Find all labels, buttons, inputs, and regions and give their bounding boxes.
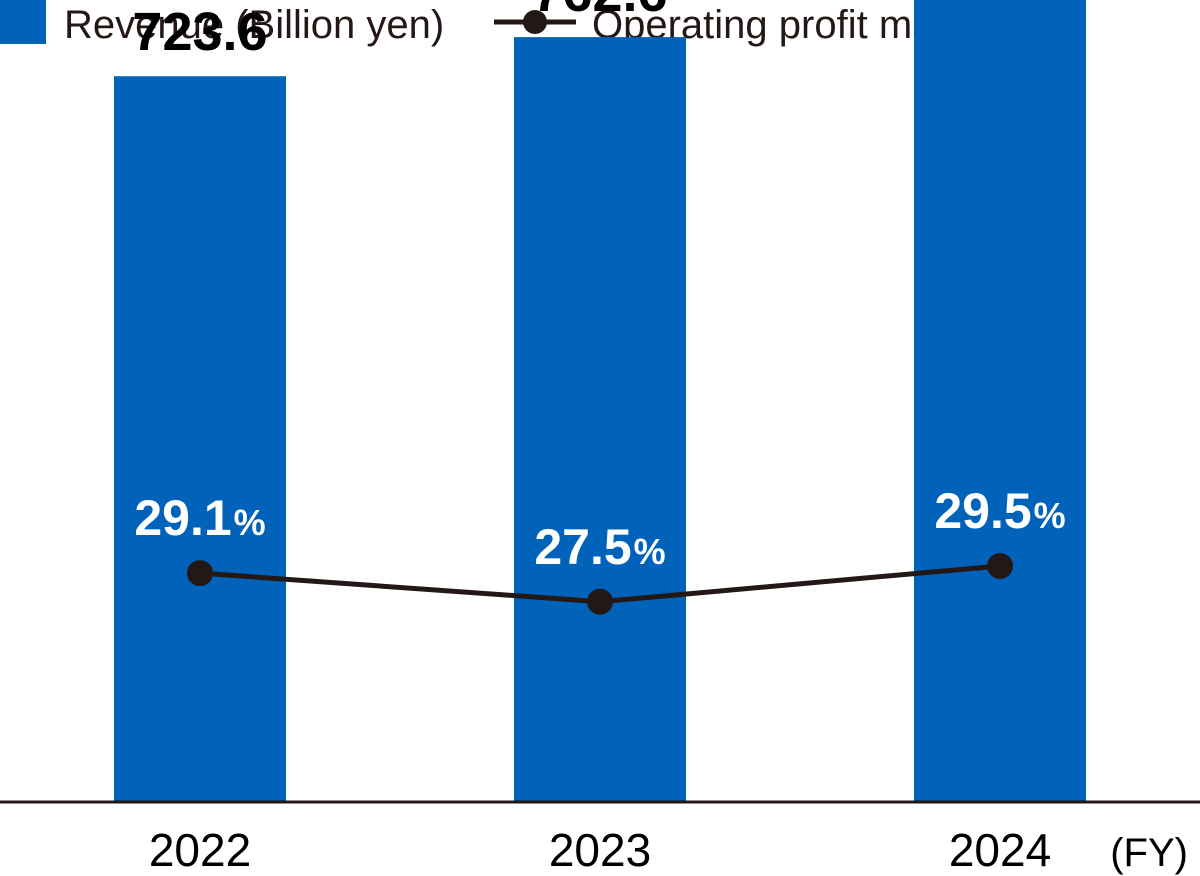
x-tick-label-2024: 2024 <box>949 824 1051 876</box>
margin-line-series <box>187 552 1013 615</box>
bars <box>114 0 1086 803</box>
margin-value-number: 27.5 <box>534 519 631 575</box>
x-tick-label-2022: 2022 <box>149 824 251 876</box>
margin-point-2023 <box>587 588 613 615</box>
revenue-bar-2023 <box>514 37 686 803</box>
margin-value-label-2024: 29.5% <box>934 483 1065 539</box>
x-tick-label-2023: 2023 <box>549 824 651 876</box>
legend-line-marker <box>523 10 547 34</box>
margin-point-2024 <box>987 552 1013 579</box>
legend-bar-swatch <box>0 0 46 44</box>
margin-value-unit: % <box>1034 495 1066 536</box>
margin-value-label-2023: 27.5% <box>534 519 665 575</box>
margin-point-2022 <box>187 560 213 587</box>
revenue-value-label-2023: 762.6 <box>532 0 667 23</box>
revenue-bar-2024 <box>914 0 1086 803</box>
margin-value-number: 29.5 <box>934 483 1031 539</box>
margin-value-unit: % <box>234 502 266 543</box>
margin-value-number: 29.1 <box>134 490 231 546</box>
labels: 723.62022762.62023866.0202429.1%27.5%29.… <box>132 0 1065 876</box>
legend-revenue-label: Revenue (Billion yen) <box>64 3 444 47</box>
revenue-bar-2022 <box>114 76 286 803</box>
margin-value-unit: % <box>634 531 666 572</box>
x-axis-unit-label: (FY) <box>1110 831 1188 875</box>
margin-value-label-2022: 29.1% <box>134 490 265 546</box>
revenue-value-label-2022: 723.6 <box>132 2 267 62</box>
